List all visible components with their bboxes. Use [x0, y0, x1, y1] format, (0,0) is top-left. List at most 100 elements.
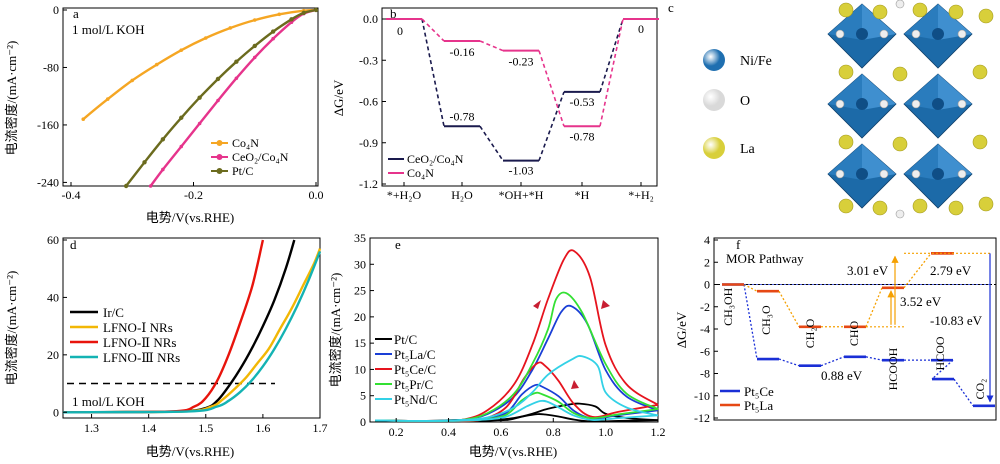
panel-e-legend-label: Pt₅Nd/C — [394, 392, 438, 407]
panel-f-pt5ce-connector — [820, 356, 845, 367]
panel-a-series-point — [313, 7, 319, 13]
la-atom — [892, 66, 908, 82]
panel-f-legend-label: Pt₅La — [744, 398, 773, 413]
panel-d-xtick-label: 1.5 — [198, 421, 213, 435]
panel-b: 0 -0.78 -1.03 -0.53 0 -0.16 -0.23 -0.78 b ΔG/eV… — [331, 6, 659, 202]
octahedron-face — [862, 4, 896, 40]
panel-d-xtick-label: 1.4 — [141, 421, 156, 435]
la-atom — [872, 4, 888, 20]
ni-fe-atom — [856, 28, 868, 40]
la-atom — [948, 200, 964, 216]
panel-d-xlabel: 电势/V(vs.RHE) — [146, 444, 234, 459]
panel-e-ytick-label: 30 — [354, 257, 366, 271]
panel-a-xtick-label: -0.4 — [62, 188, 81, 202]
panel-a-series-point — [216, 98, 220, 103]
panel-f-title: MOR Pathway — [726, 251, 804, 266]
panel-b-category-label: H₂O — [451, 188, 473, 202]
panel-f-ytick-label: 4 — [704, 233, 710, 247]
panel-b-category-label: *+H₂O — [387, 188, 422, 202]
panel-b-ytick-label: 0.0 — [363, 12, 378, 26]
panel-f-annotation: -10.83 eV — [930, 313, 983, 328]
panel-d-ticks: 1.3 1.4 1.5 1.6 1.7 0 20 40 60 — [47, 233, 328, 435]
panel-a-series-point — [160, 137, 166, 142]
octahedron-face — [904, 4, 938, 40]
panel-f-legend-label: Pt₅Ce — [744, 384, 774, 399]
panel-e-legend-label: Pt₅Pr/C — [394, 377, 433, 392]
la-atom — [972, 134, 988, 150]
panel-e-ytick-label: 20 — [354, 310, 366, 324]
panel-e-scan-arrow — [571, 380, 579, 389]
panel-a-series-point — [277, 12, 282, 17]
panel-e-ytick-label: 5 — [360, 389, 366, 403]
panel-d-xtick-label: 1.6 — [255, 421, 270, 435]
o-atom — [835, 29, 845, 39]
panel-a-ytick-label: -240 — [37, 175, 59, 189]
panel-e-frame — [369, 237, 659, 423]
panel-b-category-label: *H — [575, 188, 590, 202]
panel-e-xtick-label: 0.4 — [441, 425, 456, 439]
panel-f-pt5la-connector — [778, 290, 800, 328]
panel-a-series-point — [234, 76, 239, 81]
panel-a-xtick-label: -0.2 — [184, 188, 203, 202]
panel-a-series-point — [252, 55, 257, 60]
o-atom — [957, 29, 967, 39]
panel-f-pt5la-connector — [903, 252, 932, 289]
panel-b-connector — [479, 125, 504, 162]
octahedron-face — [862, 144, 896, 180]
panel-c-legend-label: Ni/Fe — [740, 54, 772, 69]
octahedron-face — [862, 74, 896, 110]
panel-d-annotation: 1 mol/L KOH — [72, 394, 144, 409]
panel-a-legend-label: Pt/C — [232, 164, 253, 178]
panel-f-category-label: CHO — [847, 320, 861, 346]
panel-d-ytick-label: 20 — [47, 348, 59, 362]
panel-d-series-line — [62, 248, 322, 414]
o-atom — [911, 99, 921, 109]
panel-e-xtick-label: 1.2 — [651, 425, 666, 439]
panel-a-series-point — [154, 62, 159, 67]
panel-e-ytick-label: 35 — [354, 231, 366, 245]
panel-a-series-point — [289, 17, 294, 22]
panel-a-plot-area — [81, 7, 319, 189]
la-atom — [978, 8, 994, 24]
panel-d-ytick-label: 40 — [47, 290, 59, 304]
panel-b-connector — [599, 18, 624, 127]
panel-f-category-label: CO₂ — [973, 379, 987, 400]
ni-fe-atom — [856, 168, 868, 180]
panel-f-ytick-label: 0 — [704, 278, 710, 292]
panel-a: a 1 mol/L KOH 电流密度/(mA·cm⁻²) 电势/V(vs.RHE… — [4, 3, 324, 225]
panel-f-category-label: HCOOH — [886, 347, 900, 390]
panel-a-series-point — [179, 48, 184, 53]
panel-f-pt5ce-connector — [865, 356, 883, 361]
panel-a-letter: a — [73, 6, 79, 21]
o-atom — [895, 0, 905, 9]
panel-a-xtick-label: 0.0 — [309, 188, 324, 202]
la-atom — [912, 2, 928, 18]
panel-a-legend-marker — [216, 154, 223, 160]
panel-e-ytick-label: 15 — [354, 336, 366, 350]
panel-f-ytick-label: -12 — [694, 411, 710, 425]
panel-a-series-point — [301, 10, 306, 16]
panel-b-ylabel: ΔG/eV — [331, 79, 346, 116]
panel-a-series-point — [203, 36, 208, 40]
panel-a-legend-marker — [216, 140, 223, 146]
panel-f-letter: f — [736, 237, 741, 252]
panel-a-annotation: 1 mol/L KOH — [72, 22, 144, 37]
panel-d-plot-area — [62, 239, 322, 414]
panel-b-ticks: 0.0 -0.3 -0.6 -0.9 -1.2 *+H₂O H₂O *OH+*H *H *+H₂ — [359, 12, 654, 202]
la-atom — [872, 200, 888, 216]
panel-b-level-label: -0.78 — [570, 129, 595, 143]
panel-a-series-point — [161, 167, 165, 172]
crystal-structure-illustration — [827, 0, 996, 219]
panel-b-level-label: 0 — [638, 22, 644, 36]
panel-a-ytick-label: -160 — [37, 118, 59, 132]
la-atom — [892, 136, 908, 152]
panel-b-ytick-label: -1.2 — [359, 177, 378, 191]
panel-e-ylabel: 电流密度/(mA·cm⁻²) — [328, 273, 343, 388]
panel-b-ytick-label: -0.6 — [359, 95, 378, 109]
o-atom — [911, 169, 921, 179]
panel-a-series-point — [105, 97, 110, 101]
panel-f-pt5ce-connector — [953, 378, 974, 407]
panel-f-category-label: CH₃OH — [721, 287, 735, 326]
